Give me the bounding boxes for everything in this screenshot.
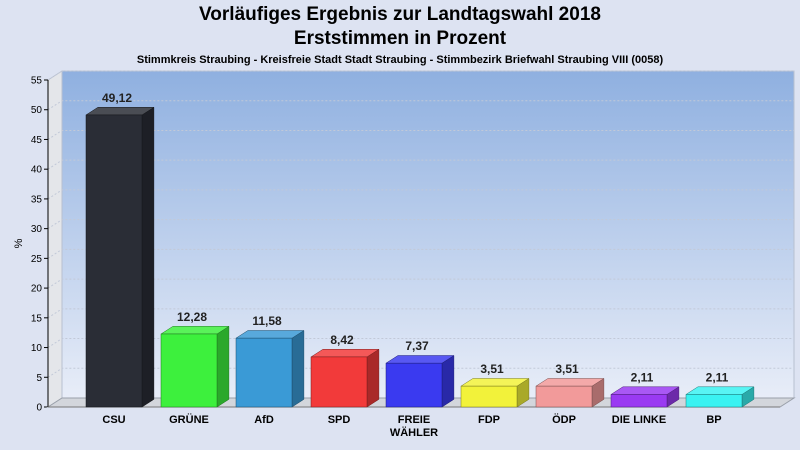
y-tick-label: 40 <box>31 165 43 176</box>
bar-top <box>385 355 455 364</box>
data-label: 11,58 <box>252 314 282 328</box>
bar-front <box>685 394 743 408</box>
plot-side-wall <box>47 70 63 408</box>
bar-front <box>310 356 368 408</box>
bar-front <box>160 333 218 408</box>
data-label: 3,51 <box>480 362 504 376</box>
data-label: 8,42 <box>330 333 354 347</box>
gridline <box>47 248 794 259</box>
bar <box>385 355 455 408</box>
y-tick-label: 25 <box>31 254 43 265</box>
bar-front <box>610 394 668 408</box>
x-tick-label: ÖDP <box>552 413 576 426</box>
chart-subtitle: Erststimmen in Prozent <box>293 28 507 49</box>
y-tick-label: 5 <box>36 373 42 384</box>
x-tick-label: WÄHLER <box>390 426 438 439</box>
bar-front <box>385 362 443 408</box>
data-label: 2,11 <box>706 370 729 384</box>
y-tick-label: 15 <box>31 313 43 324</box>
gridline <box>47 308 794 319</box>
gridline <box>47 338 794 348</box>
y-tick-label: 35 <box>31 194 43 205</box>
bar-front <box>235 337 293 408</box>
bar-top <box>160 326 230 335</box>
y-tick-label: 20 <box>31 284 43 295</box>
data-label: 7,37 <box>405 339 429 353</box>
gridline <box>47 129 794 140</box>
data-label: 49,12 <box>102 91 132 105</box>
bar <box>310 348 380 408</box>
bar-top <box>610 386 680 395</box>
gridline <box>47 70 794 81</box>
bar <box>235 330 305 408</box>
y-tick-label: 30 <box>31 224 43 235</box>
x-tick-label: FREIE <box>398 414 430 426</box>
y-tick-label: 50 <box>31 105 43 116</box>
chart-subsubtitle: Stimmkreis Straubing - Kreisfreie Stadt … <box>136 54 664 66</box>
bar-front <box>535 385 593 408</box>
bar-top <box>85 107 155 116</box>
bar <box>85 106 155 408</box>
y-tick-label: 10 <box>31 343 43 354</box>
bar <box>685 386 755 408</box>
x-tick-label: CSU <box>102 414 125 426</box>
chart-title: Vorläufiges Ergebnis zur Landtagswahl 20… <box>199 4 601 25</box>
bar-side <box>141 106 155 408</box>
bar-front <box>85 114 143 408</box>
bar-top <box>235 330 305 339</box>
data-label: 12,28 <box>177 310 207 324</box>
bar <box>460 378 530 408</box>
bar-side <box>216 325 230 408</box>
y-axis-label: % <box>13 238 25 248</box>
bar-front <box>460 385 518 408</box>
x-tick-label: FDP <box>478 414 500 426</box>
bar-side <box>291 330 305 408</box>
bar-top <box>535 378 605 387</box>
gridline <box>47 100 794 111</box>
bar-top <box>310 349 380 358</box>
gridline <box>47 219 794 230</box>
bar <box>535 378 605 408</box>
gridline <box>47 189 794 200</box>
bar <box>610 386 680 408</box>
x-tick-label: SPD <box>328 414 351 426</box>
x-tick-label: GRÜNE <box>169 413 209 426</box>
gridline <box>47 278 794 289</box>
x-tick-label: AfD <box>254 414 274 426</box>
x-tick-label: DIE LINKE <box>612 414 666 426</box>
bar-top <box>460 378 530 387</box>
data-label: 3,51 <box>555 362 579 376</box>
y-tick-label: 55 <box>31 76 43 87</box>
bar-side <box>441 355 455 408</box>
gridline <box>47 159 794 170</box>
bar <box>160 325 230 408</box>
gridline <box>47 367 794 378</box>
data-label: 2,11 <box>631 370 654 384</box>
bar-side <box>366 348 380 408</box>
y-tick-label: 0 <box>36 403 42 414</box>
bar-top <box>685 386 755 395</box>
x-tick-label: BP <box>706 414 721 426</box>
y-tick-label: 45 <box>31 135 43 146</box>
